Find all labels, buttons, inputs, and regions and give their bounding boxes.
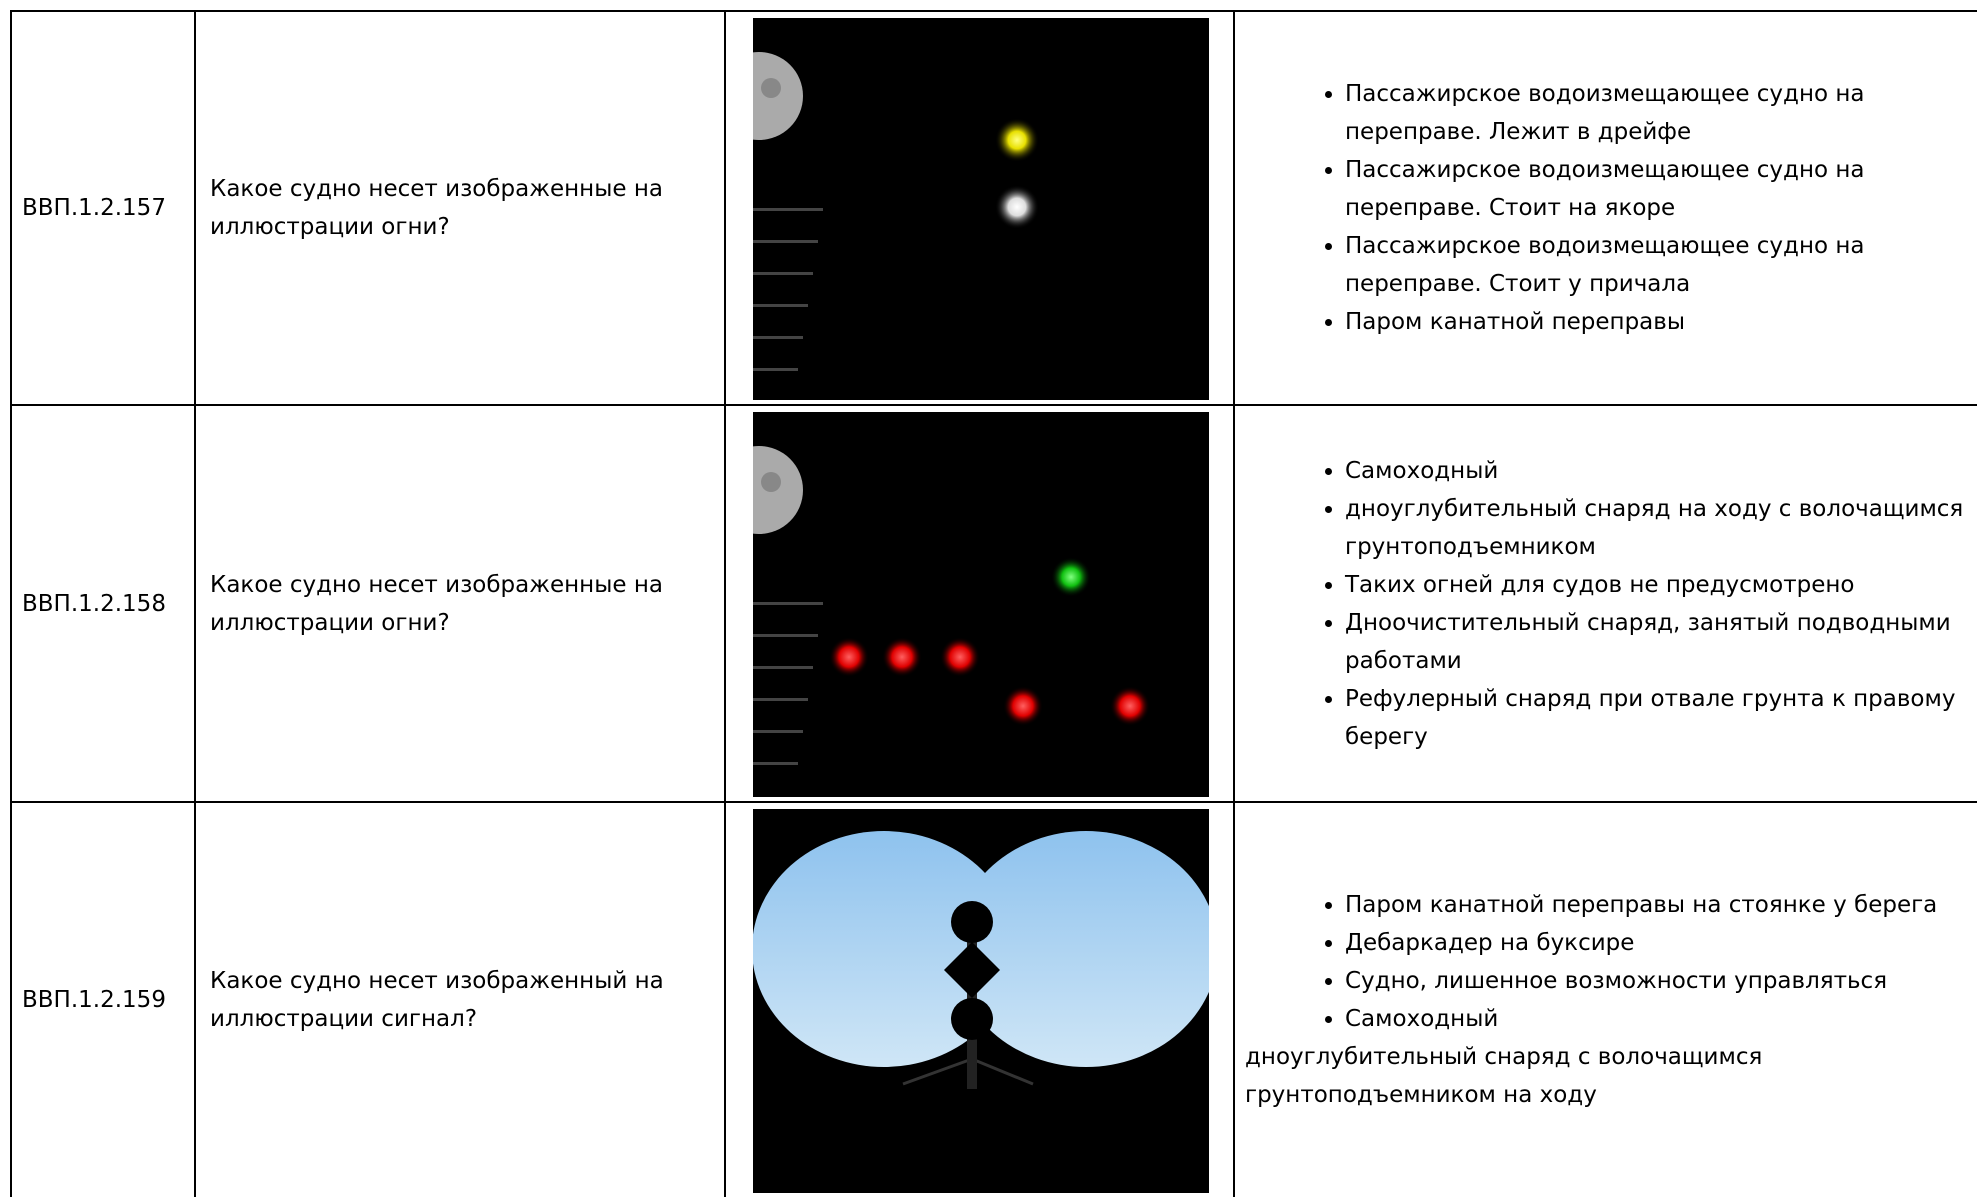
illustration-bg bbox=[753, 412, 1209, 797]
moon bbox=[753, 446, 803, 534]
table-cell: Какое судно несет изображенный на иллюст… bbox=[194, 801, 724, 1197]
rope bbox=[971, 1057, 1034, 1086]
water-reflection bbox=[753, 208, 823, 211]
water-reflection bbox=[753, 634, 818, 637]
answer: Паром канатной переправы bbox=[1345, 303, 1973, 341]
answers: Паром канатной переправы на стоянке у бе… bbox=[1235, 886, 1973, 1114]
answers: Пассажирское водоизмещающее судно на пер… bbox=[1235, 75, 1973, 341]
light bbox=[995, 118, 1039, 162]
binocular-right bbox=[954, 831, 1209, 1067]
light bbox=[1003, 686, 1043, 726]
question-text: Какое судно несет изображенные на иллюст… bbox=[210, 571, 663, 636]
answer-list: Паром канатной переправы на стоянке у бе… bbox=[1235, 886, 1973, 1038]
illustration bbox=[753, 809, 1209, 1193]
ball bbox=[951, 998, 993, 1040]
question-id: ВВП.1.2.157 bbox=[22, 195, 166, 221]
water-reflection bbox=[753, 240, 818, 243]
question-text: Какое судно несет изображенный на иллюст… bbox=[210, 968, 664, 1032]
table-cell bbox=[724, 801, 1233, 1197]
answer: Судно, лишенное возможности управляться bbox=[1345, 962, 1973, 1000]
table-cell: Какое судно несет изображенные на иллюст… bbox=[194, 10, 724, 404]
answer: Пассажирское водоизмещающее судно на пер… bbox=[1345, 227, 1973, 303]
water-reflection bbox=[753, 272, 813, 275]
answer: дноуглубительный снаряд на ходу с волоча… bbox=[1345, 490, 1973, 566]
answer: Таких огней для судов не предусмотрено bbox=[1345, 566, 1973, 604]
question-id: ВВП.1.2.159 bbox=[22, 987, 166, 1013]
diamond bbox=[944, 942, 1000, 998]
water-reflection bbox=[753, 730, 803, 733]
binocular-left bbox=[753, 831, 1016, 1067]
light bbox=[829, 637, 869, 677]
ball bbox=[951, 901, 993, 943]
light bbox=[1110, 686, 1150, 726]
table-cell: Паром канатной переправы на стоянке у бе… bbox=[1233, 801, 1977, 1197]
table-cell: ВВП.1.2.158 bbox=[10, 404, 194, 801]
water-reflection bbox=[753, 368, 798, 371]
answer: Дноочистительный снаряд, занятый подводн… bbox=[1345, 604, 1973, 680]
answer-continuation: дноуглубительный снаряд с волочащимся гр… bbox=[1245, 1044, 1763, 1108]
question-id: ВВП.1.2.158 bbox=[22, 590, 166, 617]
answer: Самоходный bbox=[1345, 1000, 1973, 1038]
moon-shade bbox=[761, 472, 781, 492]
light bbox=[995, 185, 1039, 229]
light bbox=[940, 637, 980, 677]
light bbox=[1051, 557, 1091, 597]
water-reflection bbox=[753, 304, 808, 307]
illustration bbox=[753, 18, 1209, 400]
answer-list: Пассажирское водоизмещающее судно на пер… bbox=[1235, 75, 1973, 341]
moon bbox=[753, 52, 803, 140]
answer: Дебаркадер на буксире bbox=[1345, 924, 1973, 962]
rope bbox=[902, 1057, 973, 1086]
water-reflection bbox=[753, 762, 798, 765]
water-reflection bbox=[753, 602, 823, 605]
table-cell: ВВП.1.2.159 bbox=[10, 801, 194, 1197]
water-reflection bbox=[753, 698, 808, 701]
answer: Пассажирское водоизмещающее судно на пер… bbox=[1345, 151, 1973, 227]
illustration-bg bbox=[753, 18, 1209, 400]
answer: Пассажирское водоизмещающее судно на пер… bbox=[1345, 75, 1973, 151]
water-reflection bbox=[753, 666, 813, 669]
answer: Самоходный bbox=[1345, 452, 1973, 490]
question-text: Какое судно несет изображенные на иллюст… bbox=[210, 176, 663, 240]
moon-shade bbox=[761, 78, 781, 98]
light bbox=[882, 637, 922, 677]
answer: Паром канатной переправы на стоянке у бе… bbox=[1345, 886, 1973, 924]
water-reflection bbox=[753, 336, 803, 339]
answer: Рефулерный снаряд при отвале грунта к пр… bbox=[1345, 680, 1973, 756]
table-cell: Какое судно несет изображенные на иллюст… bbox=[194, 404, 724, 801]
table-cell bbox=[724, 404, 1233, 801]
table-cell: ВВП.1.2.157 bbox=[10, 10, 194, 404]
table-cell bbox=[724, 10, 1233, 404]
table-cell: Пассажирское водоизмещающее судно на пер… bbox=[1233, 10, 1977, 404]
illustration bbox=[753, 412, 1209, 797]
